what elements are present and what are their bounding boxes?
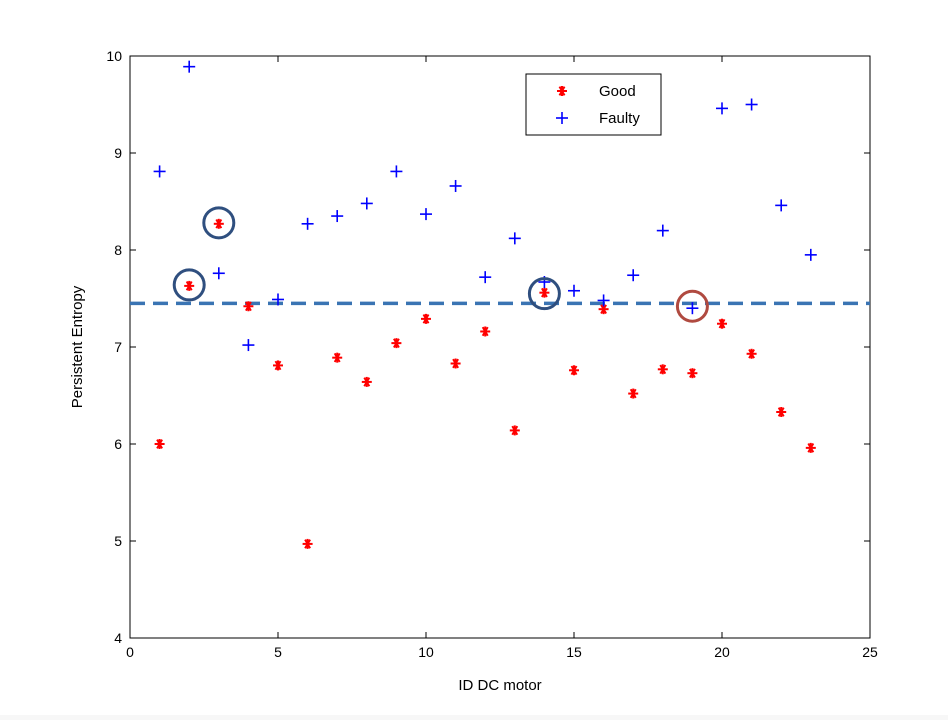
y-tick-label: 9 [114,145,122,161]
good-point [302,538,313,549]
legend-plus-icon [556,112,568,124]
axis-ticks: 0 5 10 15 20 25 4 5 6 7 8 9 10 [106,48,878,660]
good-point [657,364,668,375]
data-marks [153,60,817,549]
good-point [421,313,431,324]
good-point [213,218,224,229]
highlight-circle [172,268,206,302]
faulty-point [479,271,492,284]
x-tick-label: 0 [126,644,134,660]
good-point [509,425,520,436]
y-axis-label: Persistent Entropy [69,285,86,408]
faulty-point [686,302,699,315]
good-point [687,368,698,379]
good-point [539,287,550,298]
faulty-point [449,179,462,192]
faulty-point [390,165,403,178]
faulty-point [331,210,344,223]
y-tick-label: 5 [114,533,122,549]
highlight-circles [172,206,709,323]
legend-marker-good [557,86,567,96]
good-point [243,301,254,312]
legend-label-faulty: Faulty [599,110,640,127]
legend-label-good: Good [599,83,636,100]
good-point [776,406,787,417]
good-point [717,318,727,329]
highlight-circle [675,289,709,323]
faulty-point [301,217,314,230]
faulty-point [508,232,521,245]
x-tick-label: 25 [862,644,878,660]
y-tick-label: 8 [114,242,122,258]
y-tick-label: 7 [114,339,122,355]
faulty-point [183,60,196,73]
good-point [628,388,639,399]
y-tick-label: 6 [114,436,122,452]
good-point [450,358,461,369]
good-point [598,304,609,315]
faulty-point [716,102,728,115]
good-point [569,365,579,376]
y-tick-label: 4 [114,630,122,646]
good-point [805,442,816,453]
good-point [480,326,491,337]
x-tick-label: 20 [714,644,730,660]
faulty-point [597,294,610,307]
good-point [273,360,283,371]
faulty-point [656,224,669,237]
highlight-circle [202,206,236,240]
faulty-point [212,267,225,280]
good-point [184,280,195,291]
legend-marker-faulty [556,112,568,124]
faulty-point [153,165,166,178]
highlight-circle [527,277,561,311]
x-tick-label: 10 [418,644,434,660]
good-point [154,439,165,449]
good-point [391,338,402,349]
x-tick-label: 15 [566,644,582,660]
x-axis-label: ID DC motor [458,677,541,694]
legend: Good Faulty [525,73,662,136]
faulty-point [568,284,580,297]
faulty-point [272,293,284,306]
y-tick-label: 10 [106,48,122,64]
faulty-point [775,199,788,212]
faulty-point [360,197,373,210]
faulty-point [804,248,817,261]
good-point [361,376,372,387]
x-tick-label: 5 [274,644,282,660]
good-point [746,348,757,359]
faulty-point [420,208,432,221]
faulty-point [745,98,758,111]
faulty-point [242,339,255,352]
faulty-point [627,269,640,282]
legend-asterisk-icon [557,86,567,96]
good-point [332,352,343,363]
plot-area [129,55,871,639]
legend-box [525,73,662,136]
